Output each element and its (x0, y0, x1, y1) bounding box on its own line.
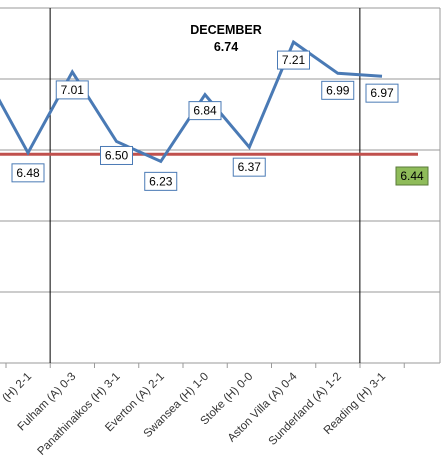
month-average-value: 6.74 (214, 40, 238, 54)
series-group (0, 39, 383, 164)
data-label-box (232, 157, 266, 177)
data-label: 6.48 (16, 166, 40, 180)
data-label: 6.50 (105, 148, 129, 162)
data-label-box (55, 80, 89, 100)
data-label: 7.01 (61, 83, 85, 97)
data-label: 6.37 (238, 160, 262, 174)
month-title: DECEMBER (190, 23, 262, 37)
month-annotation: DECEMBER 6.74 (190, 23, 262, 54)
data-label-box (365, 83, 399, 103)
x-tick-label: Panathinaikos (H) 3-1 (35, 371, 122, 458)
average-label-box (395, 166, 429, 186)
data-label-box (321, 80, 355, 100)
data-label: 7.21 (282, 53, 306, 67)
series-line (0, 39, 383, 164)
data-label: 6.99 (326, 83, 350, 97)
gridlines (0, 7, 441, 368)
data-labels: 6.48 7.01 6.50 6.23 6.84 6.37 7.21 6.99 6.97 6.44 (11, 50, 429, 191)
data-label: 6.23 (149, 174, 173, 188)
data-label-box (188, 101, 222, 121)
data-label: 6.97 (370, 86, 394, 100)
data-label-box (11, 163, 45, 183)
data-label-box (144, 171, 178, 191)
x-tick-label: (H) 2-1 (0, 371, 34, 405)
data-label-box (277, 50, 310, 70)
month-separators (49, 8, 361, 363)
data-label-box (100, 145, 133, 165)
data-label: 6.84 (193, 104, 217, 118)
average-label: 6.44 (400, 169, 424, 183)
